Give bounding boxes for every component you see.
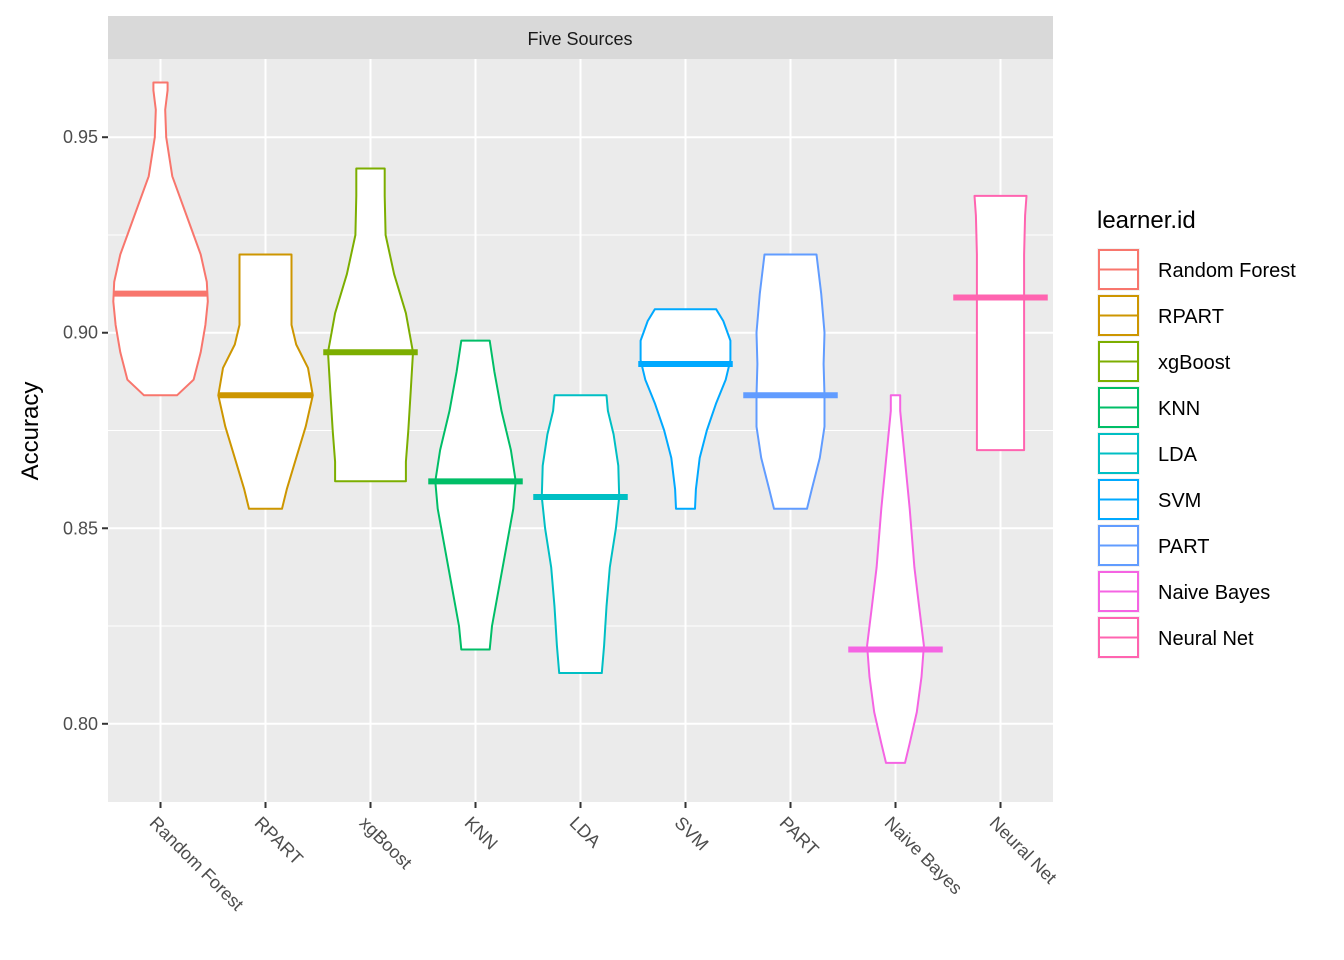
legend-item: SVM bbox=[1097, 478, 1201, 521]
legend-label: SVM bbox=[1158, 490, 1201, 512]
x-tick-label: LDA bbox=[566, 813, 605, 852]
x-tick-label: RPART bbox=[251, 813, 307, 869]
legend-label: Random Forest bbox=[1158, 260, 1296, 282]
facet-title: Five Sources bbox=[527, 29, 632, 49]
legend-item: KNN bbox=[1097, 386, 1200, 429]
violin-svm bbox=[639, 308, 732, 510]
x-tick-label: SVM bbox=[671, 813, 713, 855]
x-tick-label: Neural Net bbox=[986, 813, 1061, 888]
legend-label: RPART bbox=[1158, 306, 1224, 328]
legend: Random Forest RPART xgBoost KNN LDA SVM PART Na… bbox=[1097, 248, 1296, 659]
legend-item: LDA bbox=[1097, 432, 1198, 475]
legend-label: PART bbox=[1158, 536, 1210, 558]
x-tick-label: Naive Bayes bbox=[881, 813, 967, 899]
legend-label: LDA bbox=[1158, 444, 1198, 466]
legend-item: xgBoost bbox=[1097, 340, 1231, 383]
legend-label: KNN bbox=[1158, 398, 1200, 420]
y-axis-title: Accuracy bbox=[17, 382, 44, 481]
y-tick-label: 0.95 bbox=[63, 127, 98, 147]
legend-item: RPART bbox=[1097, 294, 1224, 337]
legend-item: PART bbox=[1097, 524, 1210, 567]
y-tick-label: 0.90 bbox=[63, 323, 98, 343]
y-tick-label: 0.80 bbox=[63, 714, 98, 734]
legend-label: Neural Net bbox=[1158, 628, 1254, 650]
legend-title: learner.id bbox=[1097, 207, 1196, 234]
legend-label: Naive Bayes bbox=[1158, 582, 1270, 604]
violin-naive-bayes bbox=[866, 394, 925, 764]
y-tick-label: 0.85 bbox=[63, 518, 98, 538]
legend-item: Neural Net bbox=[1097, 616, 1254, 659]
violin-xgboost bbox=[327, 167, 414, 483]
legend-item: Random Forest bbox=[1097, 248, 1296, 291]
legend-item: Naive Bayes bbox=[1097, 570, 1270, 613]
violin-rpart bbox=[217, 253, 314, 510]
violin-neural-net bbox=[973, 194, 1028, 452]
violin-lda bbox=[540, 394, 621, 674]
x-tick-label: xgBoost bbox=[356, 813, 416, 873]
violin-part bbox=[755, 253, 826, 510]
x-tick-label: PART bbox=[776, 813, 823, 860]
x-tick-label: KNN bbox=[461, 813, 502, 854]
violin-knn bbox=[434, 339, 517, 651]
legend-label: xgBoost bbox=[1158, 352, 1231, 374]
facet-strip bbox=[108, 16, 1053, 59]
violins bbox=[112, 81, 1048, 764]
x-tick-label: Random Forest bbox=[146, 813, 248, 915]
